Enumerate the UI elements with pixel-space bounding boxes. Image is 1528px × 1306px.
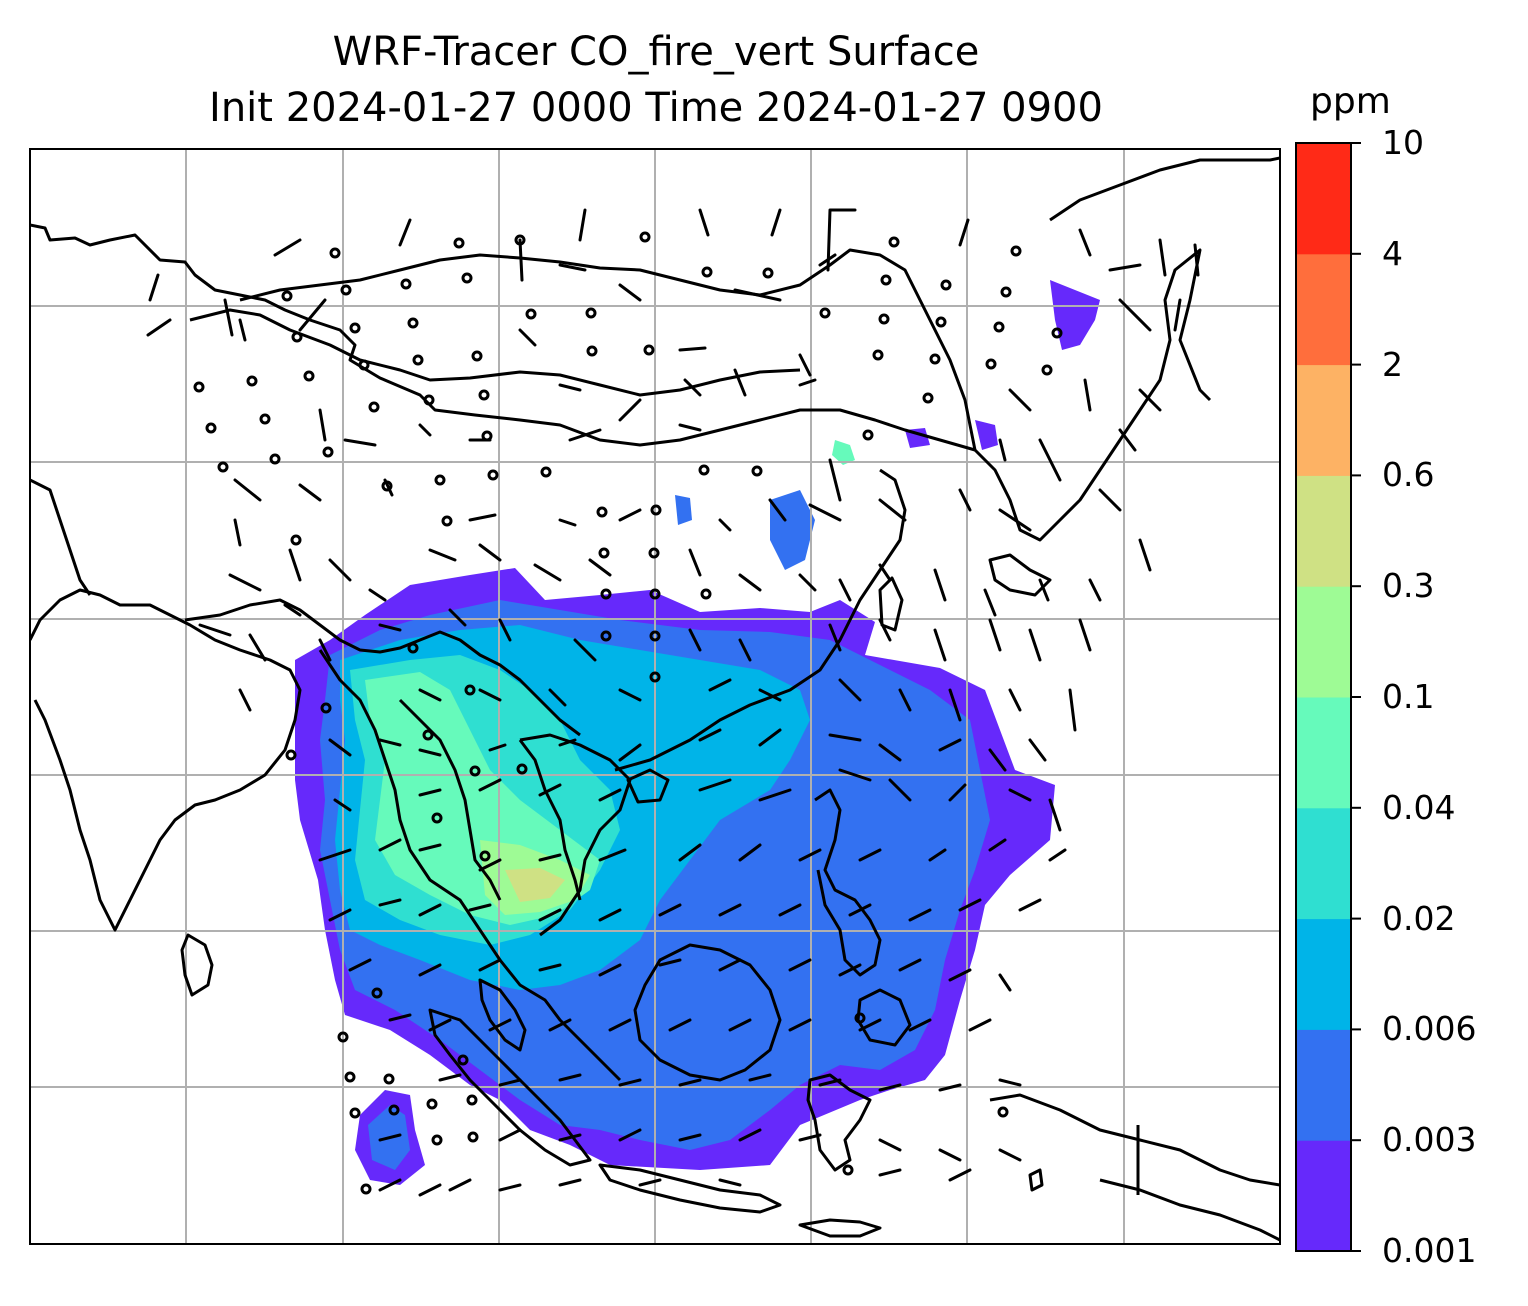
coastline-lesser-sunda [798,1218,882,1238]
colorbar-segment-8 [1296,253,1351,366]
coastline-hainan [626,768,670,804]
tracer-field [295,280,1100,1185]
map-frame [29,148,1281,1245]
coastline-west-asia [30,223,976,452]
tracer-patch-north-2 [1050,280,1100,350]
colorbar-tick-label: 2 [1382,344,1403,384]
colorbar-segment-7 [1296,364,1351,476]
coastline-japan-south [988,553,1052,597]
colorbar-segment-1 [1296,1029,1351,1141]
colorbar-segment-6 [1296,475,1351,587]
coastline-korea-japan [973,248,1212,542]
border-south-asia [184,598,581,737]
tracer-patch-north-4 [975,420,998,450]
border-china-north [189,308,801,397]
colorbar-segment-5 [1296,586,1351,698]
map-title-line-2: Init 2024-01-27 0000 Time 2024-01-27 090… [209,85,1103,131]
coastline-sri-lanka [180,933,214,997]
colorbar-segment-0 [1296,1140,1351,1252]
coastline-philippines [814,788,882,977]
colorbar-tick-label: 10 [1382,123,1424,162]
colorbar-segment-2 [1296,918,1351,1030]
colorbar-tick-label: 0.003 [1382,1120,1477,1160]
colorbar-segment-3 [1296,807,1351,920]
tracer-level-0.3 [505,868,565,902]
coastline-new-guinea [989,1093,1280,1187]
colorbar-segment-9 [1296,143,1351,255]
calm-circles [193,231,1063,1195]
colorbar-tick-label: 0.3 [1382,566,1435,606]
coastline-new-guinea-south [1099,1178,1280,1242]
colorbar-ticks [1351,142,1361,1252]
map-area [30,149,1280,1244]
colorbar [1296,143,1351,1252]
colorbar-segment-4 [1296,697,1351,809]
map-title-line-1: WRF-Tracer CO_fire_vert Surface [332,29,980,75]
border-mongolia [239,248,977,451]
colorbar-tick-label: 0.1 [1382,677,1435,716]
border-iran-pakistan [30,478,92,596]
wind-barbs [146,208,1200,1197]
coastline-sumatra [428,1008,592,1167]
colorbar-tick-label: 0.006 [1382,1009,1477,1049]
border-myanmar-thailand [398,698,502,901]
coastline-india [30,588,302,932]
tracer-patch-north-3 [832,440,855,465]
coastline-timor [1028,1168,1044,1192]
coastline-malaysia [478,978,527,1052]
coastline-south-china [614,468,907,772]
tracer-patch-north-1 [770,490,815,570]
colorbar-tick-label: 0.02 [1382,898,1456,938]
coastline-borneo [633,943,782,1082]
coastline-java [598,1163,782,1214]
colorbar-units-label: ppm [1310,81,1391,122]
tracer-patch-north-5 [675,495,692,525]
colorbar-tick-label: 4 [1382,233,1403,273]
coastline-sulawesi [806,1073,872,1172]
colorbar-tick-label: 0.04 [1382,787,1456,827]
border-laos-vietnam [518,739,582,901]
coastline-northeast-asia [1049,156,1280,222]
coastline-taiwan [878,576,904,632]
colorbar-tick-label: 0.6 [1382,455,1435,495]
colorbar-tick-label: 0.001 [1382,1231,1477,1270]
